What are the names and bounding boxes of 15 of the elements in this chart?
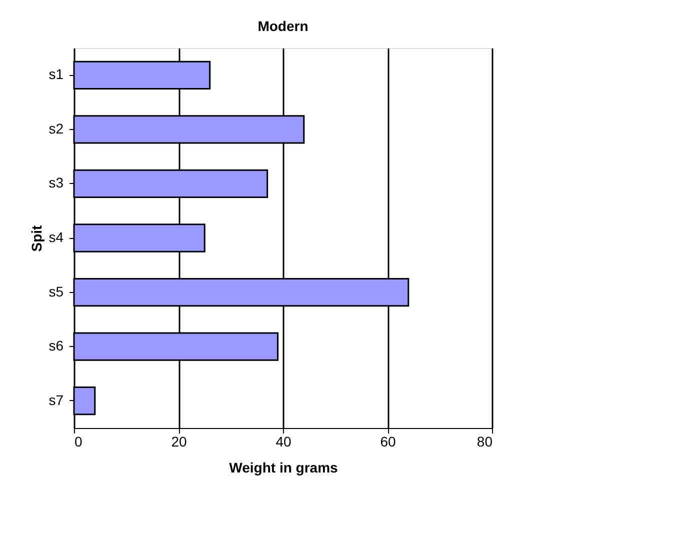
x-tick-label: 40: [276, 434, 292, 450]
x-tick-label: 60: [380, 434, 396, 450]
y-tick-label: s5: [48, 283, 64, 300]
y-tick-label: s7: [48, 392, 64, 408]
chart-title: Modern: [258, 18, 308, 34]
x-axis-title: Weight in grams: [229, 460, 338, 476]
y-tick-label: s4: [48, 229, 64, 245]
x-tick-label: 0: [74, 434, 82, 450]
x-tick-label: 80: [476, 434, 493, 450]
y-tick-label: s2: [48, 120, 64, 136]
y-tick-label: s1: [48, 66, 64, 82]
y-tick-label: s6: [48, 338, 64, 354]
x-tick-label: 20: [171, 434, 187, 450]
y-tick-label: s3: [48, 174, 64, 191]
y-axis-title: Spit: [28, 224, 45, 252]
